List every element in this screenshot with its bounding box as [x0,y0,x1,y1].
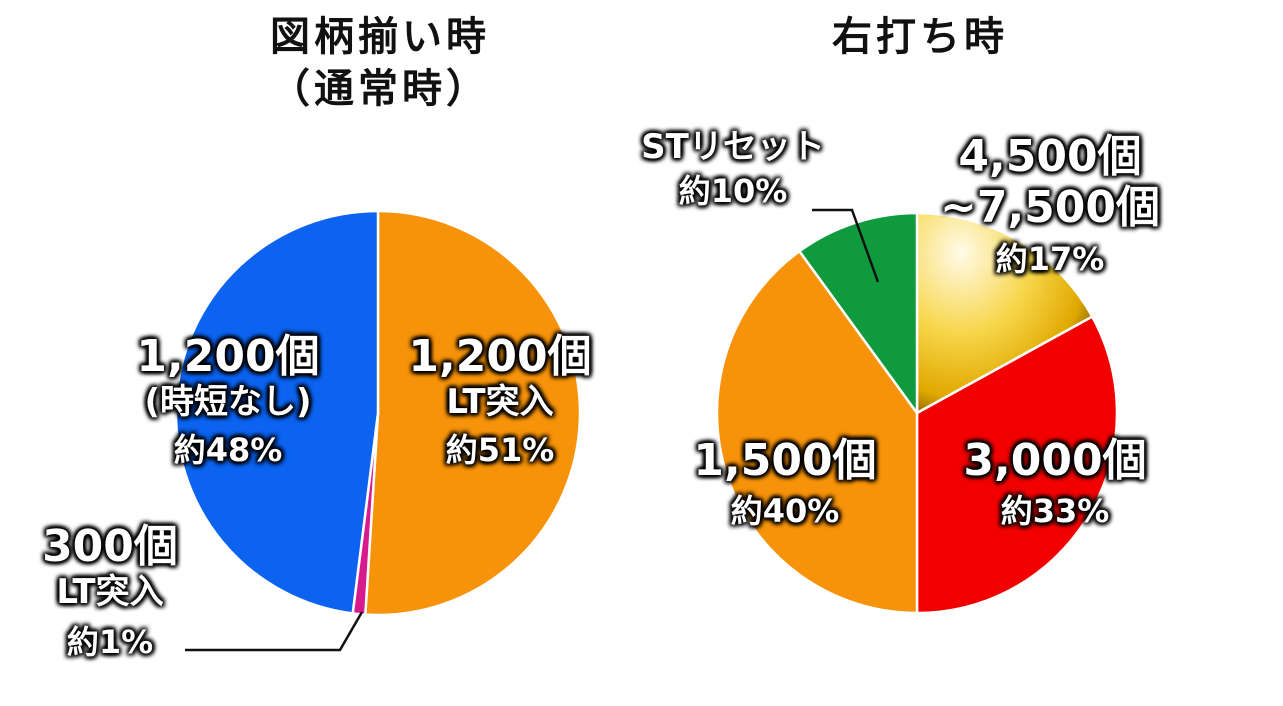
left-pie-slice-0 [363,209,582,617]
left-slice-48-line2: (時短なし) [144,381,312,422]
right-slice-33-line1: 3,000個 [963,435,1147,486]
left-slice-1-label: 300個 LT突入 約1% [20,521,200,661]
left-slice-48-line1: 1,200個 [136,331,320,382]
right-pie-slice-1 [915,314,1119,615]
right-slice-40-percent: 約40% [730,491,840,530]
right-pie [715,211,1119,615]
left-pie-slice-2 [174,209,380,615]
leader-line-st-reset [812,208,880,283]
right-slice-40-line1: 1,500個 [693,435,877,486]
left-slice-51-label: 1,200個 LT突入 約51% [400,331,600,469]
right-slice-10-line1: STリセット [641,127,825,167]
right-slice-17-line1: 4,500個 [958,131,1142,182]
right-slice-17-label: 4,500個 ~7,500個 約17% [930,131,1170,279]
right-pie-slice-0 [915,211,1094,416]
right-slice-33-percent: 約33% [1000,491,1110,530]
right-pie-slice-2 [715,249,919,615]
left-pie [174,209,582,617]
right-slice-17-percent: 約17% [995,240,1105,279]
left-slice-51-line1: 1,200個 [408,331,592,382]
right-chart-title: 右打ち時 [832,14,1008,60]
left-slice-48-label: 1,200個 (時短なし) 約48% [118,331,338,469]
left-slice-1-line1: 300個 [42,521,178,572]
right-pie-slice-3 [797,211,919,417]
left-slice-1-line2: LT突入 [56,571,164,612]
right-slice-33-label: 3,000個 約33% [950,435,1160,530]
right-slice-40-label: 1,500個 約40% [680,435,890,530]
left-slice-1-percent: 約1% [66,622,154,661]
right-slice-10-label: STリセット 約10% [618,127,848,211]
left-slice-48-percent: 約48% [173,430,283,469]
right-slice-17-line2: ~7,500個 [939,181,1161,233]
left-chart-subtitle: （通常時） [270,66,490,112]
right-slice-10-percent: 約10% [678,172,788,211]
leader-line-300 [185,611,364,652]
left-chart-title: 図柄揃い時 [270,14,490,60]
left-slice-51-line2: LT突入 [446,381,554,422]
left-slice-51-percent: 約51% [445,430,555,469]
